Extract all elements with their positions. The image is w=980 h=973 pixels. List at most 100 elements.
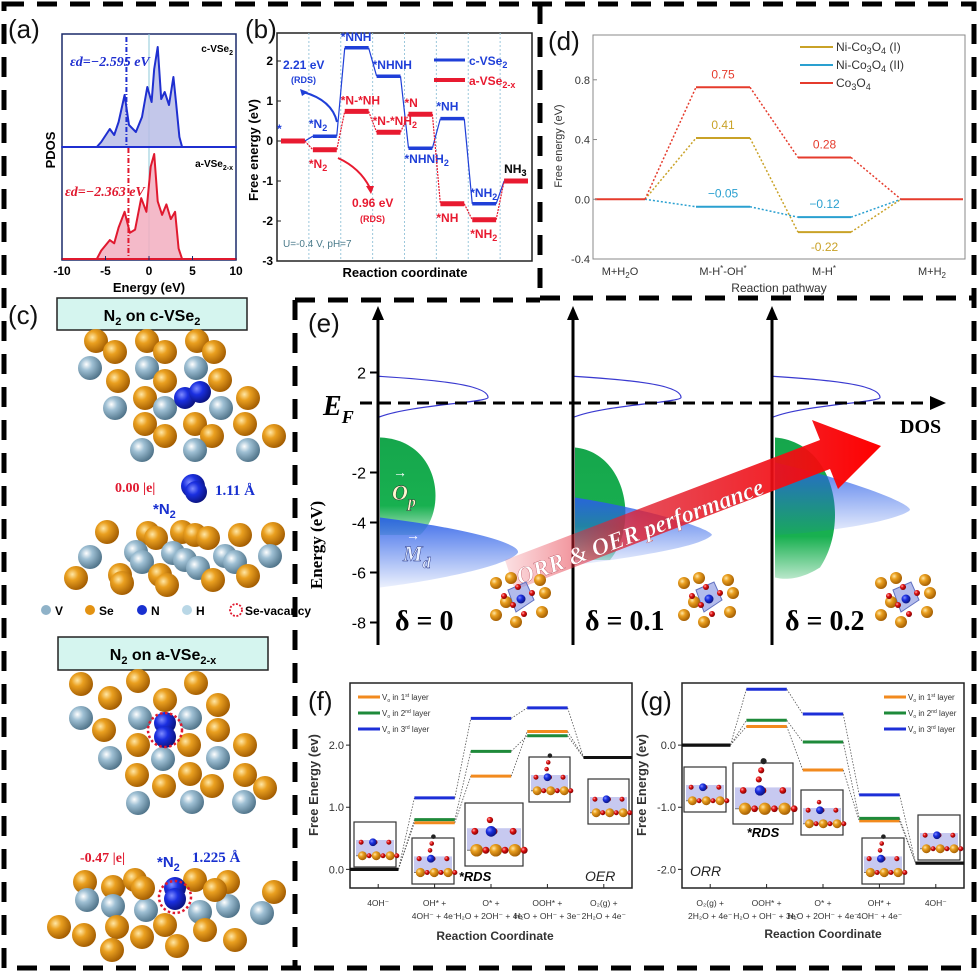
connector-a-VSe2-x xyxy=(368,111,378,133)
step-label: *NH2 xyxy=(470,227,497,243)
atom-se xyxy=(153,913,177,937)
delta-label-1: δ = 0.1 xyxy=(585,606,665,637)
atom-metal xyxy=(895,616,907,628)
series-label-c: c-VSe2 xyxy=(201,44,233,57)
atom-oxygen xyxy=(510,602,516,608)
inset-slab xyxy=(803,808,841,824)
x-axis-label: Reaction coordinate xyxy=(343,265,468,280)
step-label: *N-*NH xyxy=(341,93,380,107)
x-tick-label: 0 xyxy=(146,264,153,278)
atom-oxygen xyxy=(790,805,798,813)
atom-se xyxy=(103,340,127,364)
atom-metal xyxy=(508,843,522,857)
step-label: NH3 xyxy=(504,162,526,178)
atom-adsorbate xyxy=(431,834,436,839)
atom-v xyxy=(75,888,99,912)
atom-oxygen xyxy=(958,846,964,852)
atom-center xyxy=(704,594,714,604)
atom-se xyxy=(233,763,257,787)
atom-metal xyxy=(470,843,483,857)
atom-oxygen xyxy=(895,602,901,608)
y-tick-label: 0.0 xyxy=(661,740,676,752)
x-tick-label: 10 xyxy=(229,264,243,278)
atom-oxygen xyxy=(380,853,386,859)
atom-oxygen xyxy=(471,827,479,835)
atom-oxygen xyxy=(501,846,509,854)
atom-v xyxy=(130,550,154,574)
atom-v xyxy=(103,396,127,420)
y-tick-label: 0.0 xyxy=(575,194,590,206)
atom-oxygen xyxy=(520,846,528,854)
title-c-vse2: N2 on c-VSe2 xyxy=(104,308,201,328)
atom-oxygen xyxy=(521,611,527,617)
atom-v xyxy=(98,746,122,770)
atom-oxygen xyxy=(886,593,892,599)
atom-se xyxy=(72,923,96,947)
se-vacancy-marker xyxy=(146,711,184,749)
atom-metal xyxy=(832,819,842,829)
connector-Ni-Co3O4 (II) xyxy=(850,198,902,218)
connector xyxy=(398,797,415,870)
atom-center xyxy=(876,854,885,863)
atom-oxygen xyxy=(554,788,560,794)
legend-label-c: c-VSe2 xyxy=(469,54,507,70)
atom-metal xyxy=(919,574,931,586)
atom-oxygen xyxy=(841,821,847,827)
atom-se xyxy=(261,522,285,546)
rds-label: *RDS xyxy=(459,869,492,884)
atom-v xyxy=(183,438,207,462)
atom-se xyxy=(206,693,230,717)
se-vacancy-marker xyxy=(157,879,193,915)
panel-g-orr-chart: -2.0 -1.0 0.0 O₂(g) + 2H₂O + 4e⁻ OOH* + H₂O + … xyxy=(634,682,965,941)
connector-c-VSe2 xyxy=(463,118,473,204)
y-axis-label: Free Energy (ev) xyxy=(306,734,321,836)
atom-metal xyxy=(949,844,959,854)
atom-se xyxy=(152,774,176,798)
panel-label-e: (e) xyxy=(308,308,340,338)
atom-metal xyxy=(415,867,425,878)
atom-metal xyxy=(758,802,771,815)
atom-metal xyxy=(935,844,945,854)
step-label: *NNH xyxy=(341,30,372,44)
atom-v xyxy=(101,894,125,918)
connector xyxy=(786,688,804,715)
connector-a-VSe2-x xyxy=(495,180,505,220)
x-category-label: H₂O + OH⁻ + 3e⁻ xyxy=(733,911,800,921)
atom-metal xyxy=(921,606,933,618)
legend-label: H xyxy=(196,604,205,618)
connector xyxy=(454,776,472,823)
y-tick-label: -4 xyxy=(352,516,366,533)
inset-slab xyxy=(735,787,791,809)
y-tick-label: -1.0 xyxy=(657,802,676,814)
x-category-label: OH* + xyxy=(423,898,446,908)
rds-c-value: 2.21 eV xyxy=(283,58,324,72)
panel-b-free-energy-chart: * *N2*NNH*NHNH*NHNH2*NH*NH2NH3*N2*N-*NH*N… xyxy=(246,30,533,280)
y-axis-label: Free energy (eV) xyxy=(246,99,261,201)
connector-Co3O4 xyxy=(644,86,697,200)
atom-center xyxy=(369,838,377,847)
legend-label: Vo in 2nd layer xyxy=(908,709,957,720)
connector xyxy=(730,720,747,746)
x-category-label: OOH* + xyxy=(752,898,782,908)
structure-inset xyxy=(411,834,458,885)
atom-adsorbate xyxy=(877,848,883,853)
atom-se xyxy=(208,368,232,392)
atom-adsorbate xyxy=(429,841,435,846)
atom-metal xyxy=(727,587,739,599)
rds-a-arrowhead xyxy=(366,186,374,194)
atom-se xyxy=(184,671,208,695)
legend-label: Vo in 3rd layer xyxy=(908,725,956,736)
panel-d-free-energy-chart: 0.41 -0.22 −0.05 −0.12 0.75 0.28 -0.4 0.0 0.4 0.… xyxy=(553,34,966,295)
rds-c-arrow xyxy=(302,91,338,123)
connector xyxy=(567,735,584,758)
atom-oxygen xyxy=(930,846,936,852)
atom-oxygen xyxy=(805,807,811,813)
pdos-curve-c-VSe2 xyxy=(61,46,237,148)
atom-v xyxy=(151,747,175,771)
legend-swatch-vacancy xyxy=(229,603,243,617)
atom-v xyxy=(130,438,154,462)
atom-oxygen xyxy=(914,590,920,596)
atom-n2-side xyxy=(185,481,207,503)
atom-oxygen xyxy=(386,839,392,845)
x-category-label: OOH* + xyxy=(532,898,562,908)
